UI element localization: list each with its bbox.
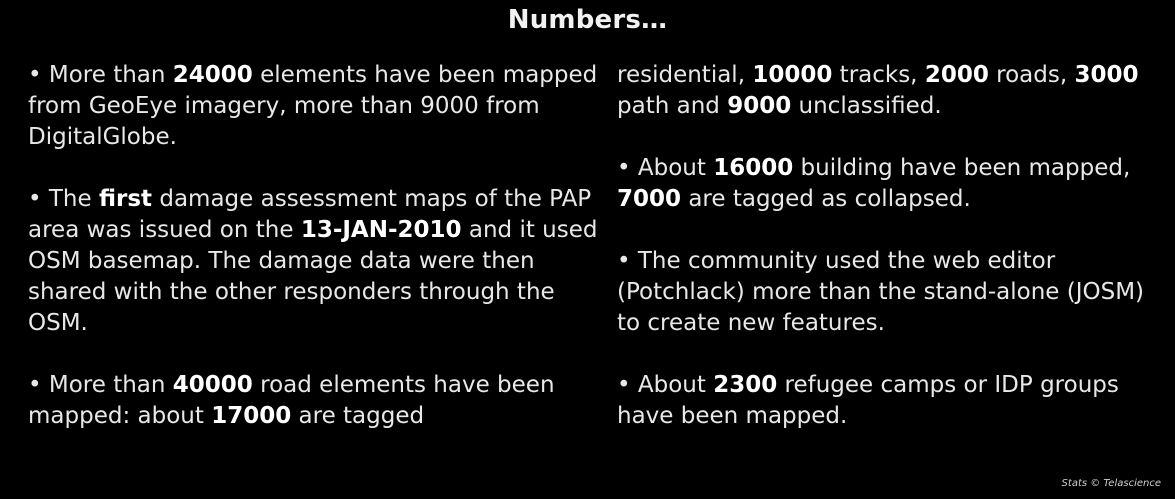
- bullet-paragraph: • About 2300 refugee camps or IDP groups…: [617, 370, 1167, 432]
- continued-paragraph: residential, 10000 tracks, 2000 roads, 3…: [617, 60, 1167, 122]
- text-run: are tagged as collapsed.: [681, 186, 971, 212]
- text-run: • More than: [28, 372, 173, 398]
- text-run: road elements have been mapped: about: [28, 372, 555, 429]
- bullet-paragraph: • About 16000 building have been mapped,…: [617, 153, 1167, 215]
- bullet-paragraph: • The community used the web editor (Pot…: [617, 246, 1167, 339]
- highlighted-value: 3000: [1074, 62, 1139, 88]
- text-run: damage assessment maps of the PAP area w…: [28, 186, 592, 243]
- text-run: • The community used the web editor (Pot…: [617, 248, 1145, 336]
- slide-title: Numbers…: [507, 5, 668, 35]
- text-run: tracks,: [832, 62, 925, 88]
- highlighted-value: first: [98, 186, 153, 212]
- text-run: • More than: [28, 62, 173, 88]
- credit-note: Stats © Telascience: [1061, 478, 1161, 489]
- bullet-paragraph: • More than 24000 elements have been map…: [28, 60, 603, 153]
- highlighted-value: 2300: [713, 372, 778, 398]
- highlighted-value: 7000: [617, 186, 682, 212]
- text-run: • About: [617, 155, 714, 181]
- bullet-paragraph: • More than 40000 road elements have bee…: [28, 370, 603, 432]
- highlighted-value: 16000: [713, 155, 794, 181]
- text-run: are tagged: [291, 403, 425, 429]
- text-run: roads,: [988, 62, 1075, 88]
- highlighted-value: 2000: [924, 62, 989, 88]
- text-run: • About: [617, 372, 714, 398]
- text-run: and it used OSM basemap. The damage data…: [28, 217, 598, 336]
- bullet-paragraph: • The first damage assessment maps of th…: [28, 184, 603, 339]
- text-run: • The: [28, 186, 99, 212]
- text-run: building have been mapped,: [793, 155, 1131, 181]
- highlighted-value: 13-JAN-2010: [300, 217, 462, 243]
- highlighted-value: 40000: [172, 372, 253, 398]
- highlighted-value: 10000: [752, 62, 833, 88]
- highlighted-value: 24000: [172, 62, 253, 88]
- text-run: path and: [617, 93, 728, 119]
- right-column: residential, 10000 tracks, 2000 roads, 3…: [617, 60, 1167, 463]
- text-run: refugee camps or IDP groups have been ma…: [617, 372, 1119, 429]
- highlighted-value: 17000: [211, 403, 292, 429]
- text-run: elements have been mapped from GeoEye im…: [28, 62, 598, 150]
- text-run: residential,: [617, 62, 753, 88]
- left-column: • More than 24000 elements have been map…: [28, 60, 603, 463]
- text-run: unclassified.: [791, 93, 942, 119]
- highlighted-value: 9000: [727, 93, 792, 119]
